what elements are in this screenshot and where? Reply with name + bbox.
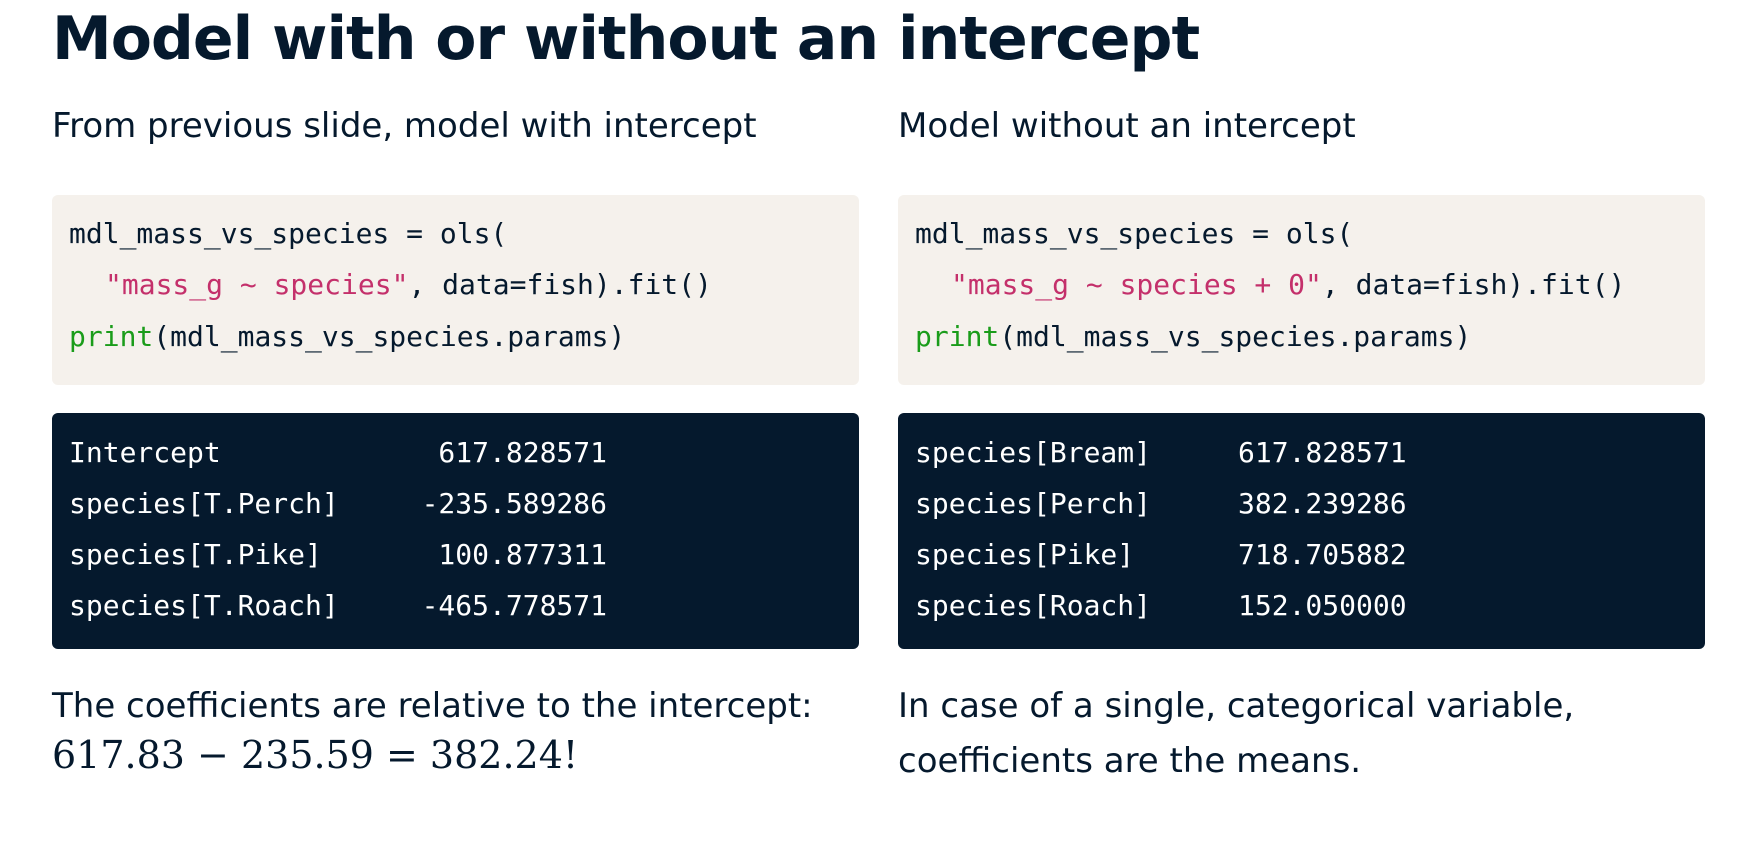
param-name: species[Pike] [915, 538, 1135, 571]
param-name: species[Perch] [915, 487, 1152, 520]
code: mdl_mass_vs_species = ols( [915, 217, 1354, 250]
output-block: Intercept 617.828571 species[T.Perch] -235.… [52, 413, 859, 649]
param-value: 718.705882 [1238, 538, 1407, 571]
code-line: "mass_g ~ species", data=fish).fit() [69, 271, 712, 299]
param-value: 382.239286 [1238, 487, 1407, 520]
param-name: species[T.Perch] [69, 487, 339, 520]
param-name: species[T.Pike] [69, 538, 322, 571]
param-name: species[Bream] [915, 436, 1152, 469]
code: (mdl_mass_vs_species.params) [153, 320, 626, 353]
note: The coefficients are relative to the int… [52, 686, 813, 726]
code: , data=fish).fit() [408, 268, 712, 301]
title: Model with or without an intercept [52, 4, 1200, 74]
code-line: "mass_g ~ species + 0", data=fish).fit() [915, 271, 1625, 299]
code: (mdl_mass_vs_species.params) [999, 320, 1472, 353]
string: "mass_g ~ species" [105, 268, 409, 301]
param-value: 100.877311 [438, 538, 607, 571]
param-value: -465.778571 [421, 589, 607, 622]
string: "mass_g ~ species + 0" [951, 268, 1322, 301]
param-value: 152.050000 [1238, 589, 1407, 622]
subtitle: From previous slide, model with intercep… [52, 106, 757, 146]
param-value: -235.589286 [421, 487, 607, 520]
code-block: mdl_mass_vs_species = ols( "mass_g ~ spe… [898, 195, 1705, 385]
param-value: 617.828571 [438, 436, 607, 469]
output-block: species[Bream] 617.828571 species[Perch] 38… [898, 413, 1705, 649]
right-column: Model without an intercept mdl_mass_vs_s… [898, 0, 1705, 857]
code: , data=fish).fit() [1321, 268, 1626, 301]
keyword: print [915, 320, 1000, 353]
left-column: From previous slide, model with intercep… [52, 0, 859, 857]
code-line: print(mdl_mass_vs_species.params) [915, 323, 1471, 351]
subtitle: Model without an intercept [898, 106, 1356, 146]
code: mdl_mass_vs_species = ols( [69, 217, 508, 250]
param-name: species[Roach] [915, 589, 1152, 622]
note: coefficients are the means. [898, 741, 1362, 781]
param-name: species[T.Roach] [69, 589, 339, 622]
keyword: print [69, 320, 154, 353]
param-value: 617.828571 [1238, 436, 1407, 469]
equation: 617.83 − 235.59 = 382.24! [52, 733, 579, 777]
code-line: mdl_mass_vs_species = ols( [69, 220, 507, 248]
code-line: mdl_mass_vs_species = ols( [915, 220, 1353, 248]
code-line: print(mdl_mass_vs_species.params) [69, 323, 625, 351]
note: In case of a single, categorical variabl… [898, 686, 1575, 726]
param-name: Intercept [69, 436, 221, 469]
code-block: mdl_mass_vs_species = ols( "mass_g ~ spe… [52, 195, 859, 385]
